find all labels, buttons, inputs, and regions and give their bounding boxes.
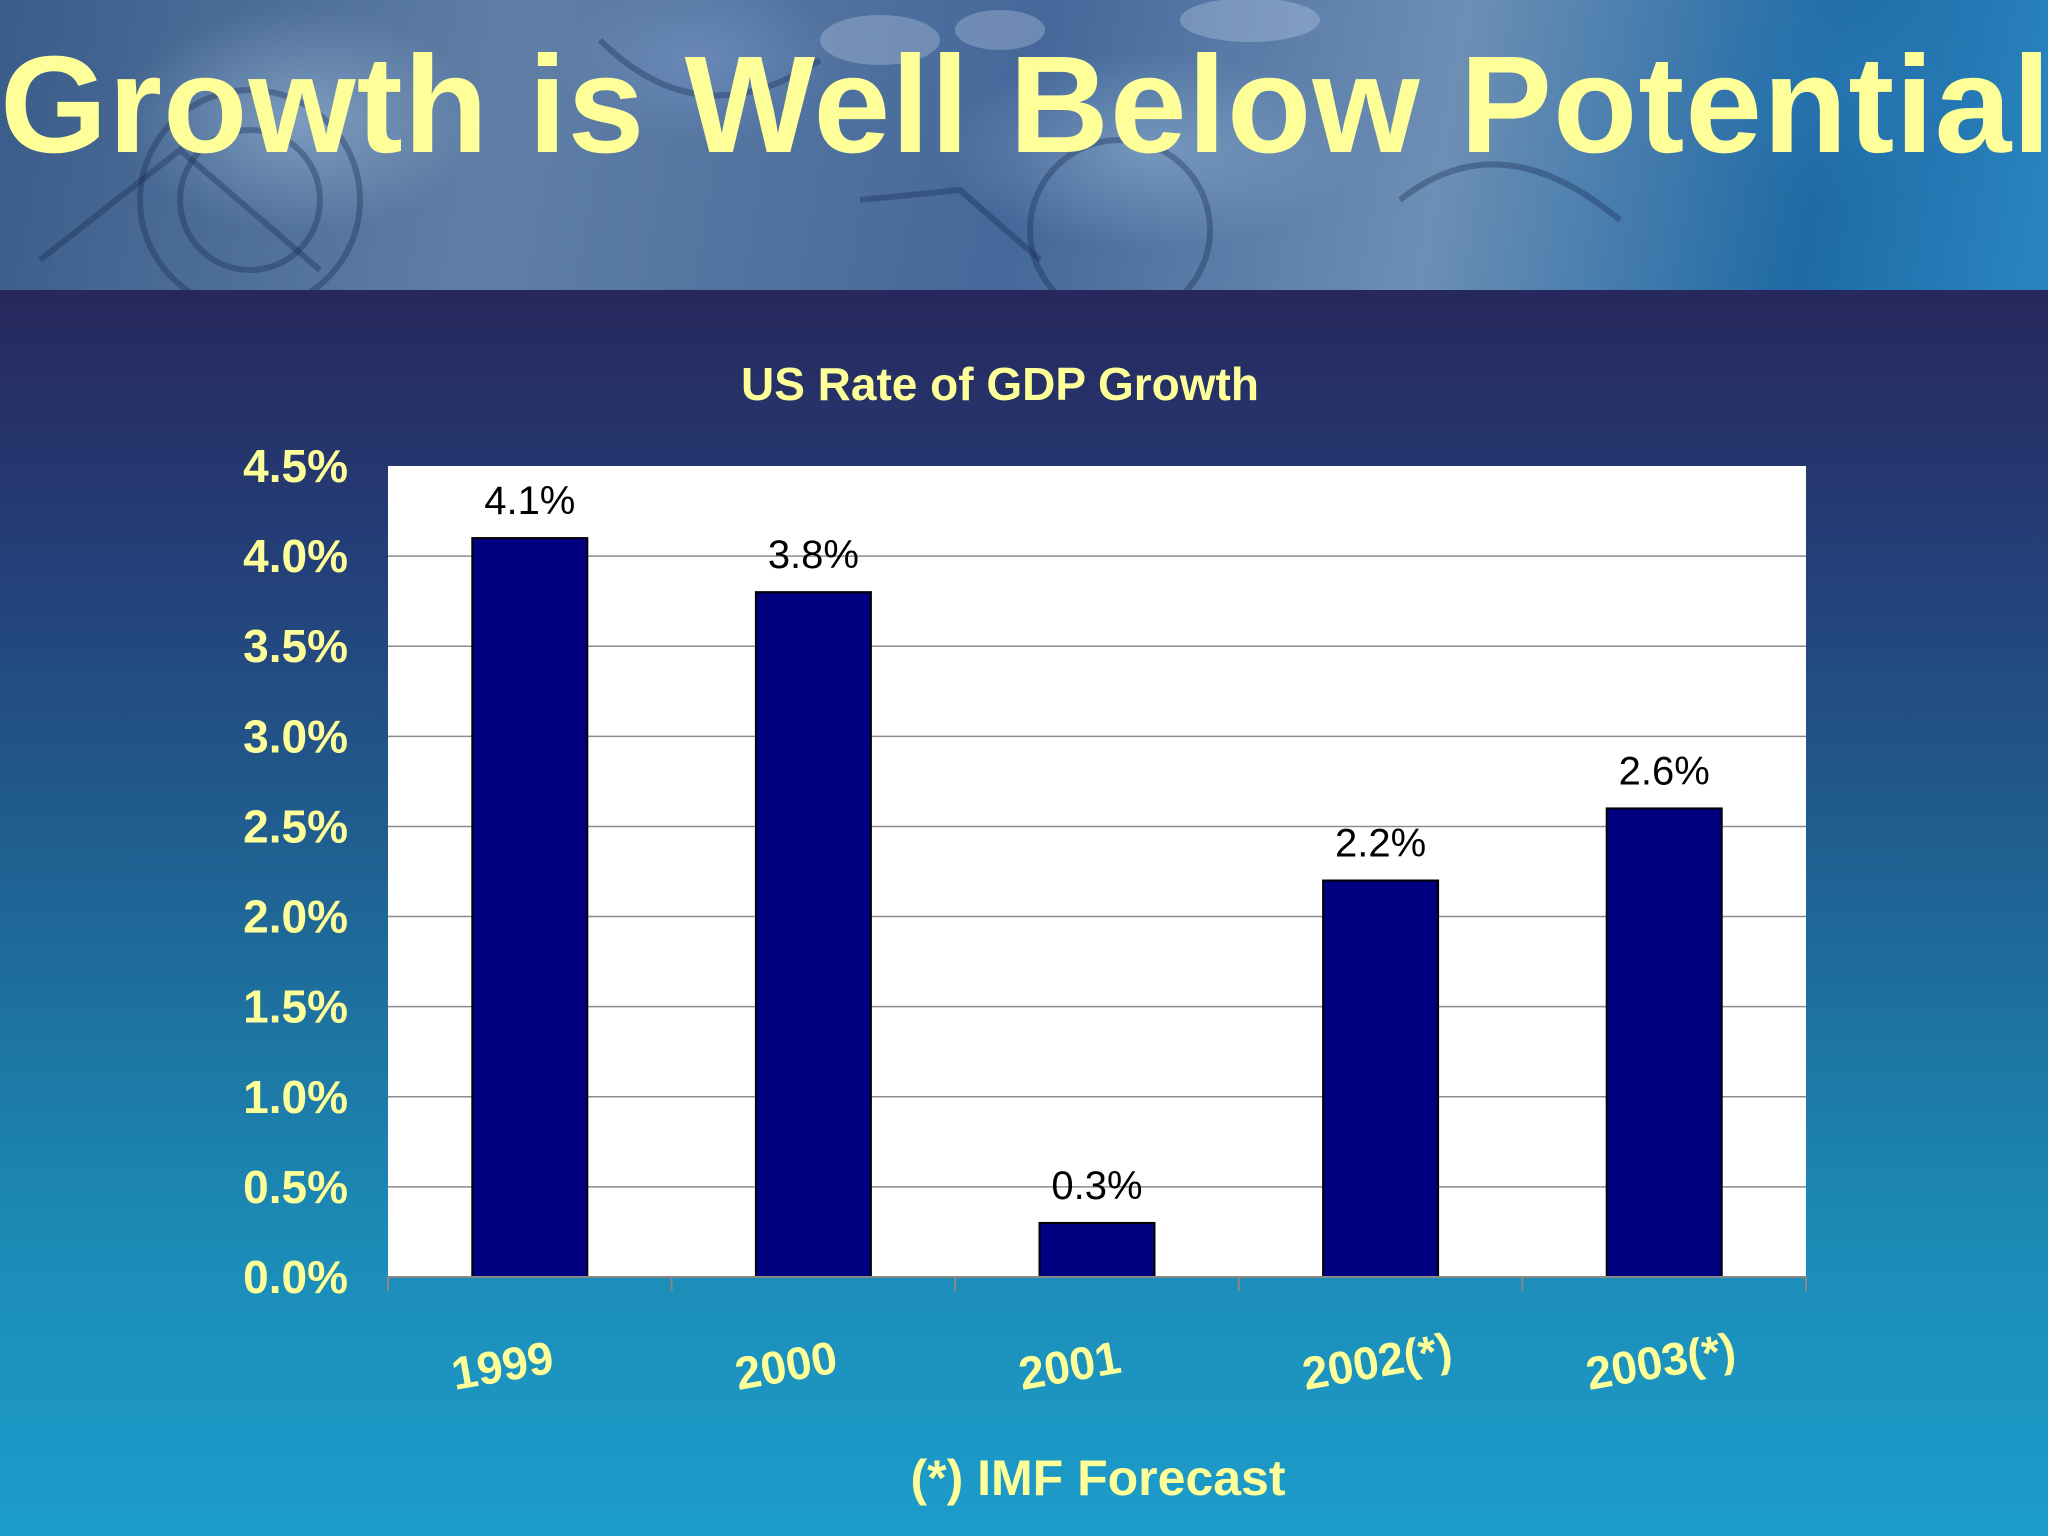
bar-2002 [1322, 879, 1440, 1278]
x-tick-label: 2003(*) [1582, 1322, 1740, 1399]
y-tick-label: 1.0% [243, 1071, 348, 1123]
y-tick-label: 0.5% [243, 1161, 348, 1213]
x-tick-label: 2000 [731, 1331, 841, 1400]
y-tick-label: 0.0% [243, 1251, 348, 1303]
y-tick-label: 3.0% [243, 710, 348, 762]
bar-2000 [754, 591, 872, 1278]
currency-background-image [38, 0, 1622, 290]
chart-title: US Rate of GDP Growth [741, 358, 1259, 410]
data-label: 2.6% [1619, 749, 1710, 793]
data-label: 2.2% [1335, 822, 1426, 866]
bar-series [471, 537, 1723, 1279]
footnote-imf-forecast: (*) IMF Forecast [910, 1450, 1285, 1506]
x-axis-tick-labels: 1999 2000 2001 2002(*) 2003(*) [448, 1322, 1740, 1399]
plot-area [388, 466, 1806, 1277]
y-tick-label: 2.0% [243, 891, 348, 943]
y-tick-label: 4.5% [243, 440, 348, 492]
bar-2003 [1605, 807, 1723, 1279]
data-label: 4.1% [484, 479, 575, 523]
slide-title: Growth is Well Below Potential [0, 28, 2048, 182]
y-tick-label: 1.5% [243, 981, 348, 1033]
y-tick-label: 4.0% [243, 530, 348, 582]
x-tick-label: 2002(*) [1298, 1322, 1456, 1399]
x-tick-label: 1999 [448, 1331, 558, 1400]
data-labels: 4.1% 3.8% 0.3% 2.2% 2.6% [484, 479, 1710, 1208]
data-label: 3.8% [768, 533, 859, 577]
y-tick-label: 3.5% [243, 620, 348, 672]
data-label: 0.3% [1051, 1164, 1142, 1208]
x-tick-label: 2001 [1015, 1331, 1125, 1400]
axes [387, 1276, 1807, 1291]
header-banner: Growth is Well Below Potential [0, 0, 2048, 290]
bar-2001 [1038, 1221, 1156, 1279]
y-tick-label: 2.5% [243, 800, 348, 852]
bar-1999 [471, 537, 589, 1278]
y-axis-tick-labels: 0.0% 0.5% 1.0% 1.5% 2.0% 2.5% 3.0% 3.5% 4.0% 4.5% [243, 440, 348, 1303]
gridlines [388, 555, 1806, 1188]
